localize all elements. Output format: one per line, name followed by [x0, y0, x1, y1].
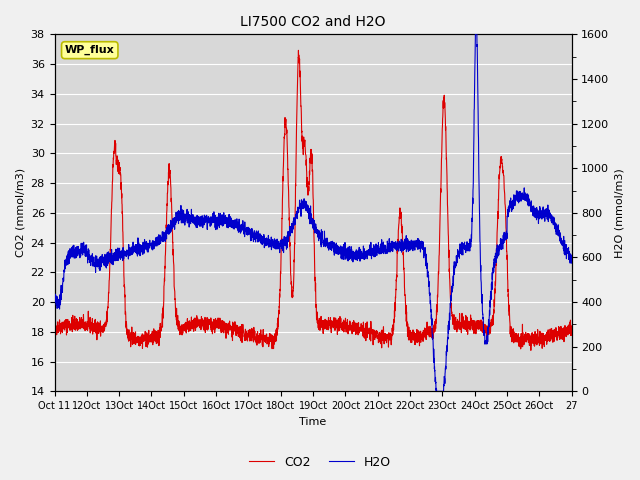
CO2 [294, 48, 302, 53]
H2O [568, 260, 575, 266]
CO2 [51, 324, 58, 329]
CO2 [157, 329, 164, 335]
CO2 [527, 348, 534, 353]
H2O [425, 273, 433, 278]
H2O [489, 265, 497, 271]
H2O [563, 241, 570, 247]
H2O [433, 388, 440, 394]
Text: WP_flux: WP_flux [65, 45, 115, 55]
H2O [458, 252, 465, 258]
X-axis label: Time: Time [300, 417, 326, 427]
H2O [157, 237, 164, 242]
CO2 [563, 334, 570, 339]
CO2 [489, 313, 497, 319]
H2O [51, 294, 58, 300]
CO2 [425, 329, 433, 335]
Y-axis label: CO2 (mmol/m3): CO2 (mmol/m3) [15, 168, 25, 257]
Y-axis label: H2O (mmol/m3): H2O (mmol/m3) [615, 168, 625, 258]
Legend: CO2, H2O: CO2, H2O [244, 451, 396, 474]
CO2 [568, 324, 575, 329]
Line: H2O: H2O [54, 23, 572, 391]
CO2 [380, 332, 387, 338]
H2O [379, 250, 387, 255]
Title: LI7500 CO2 and H2O: LI7500 CO2 and H2O [240, 15, 386, 29]
H2O [472, 20, 480, 26]
Line: CO2: CO2 [54, 50, 572, 350]
CO2 [458, 325, 465, 331]
